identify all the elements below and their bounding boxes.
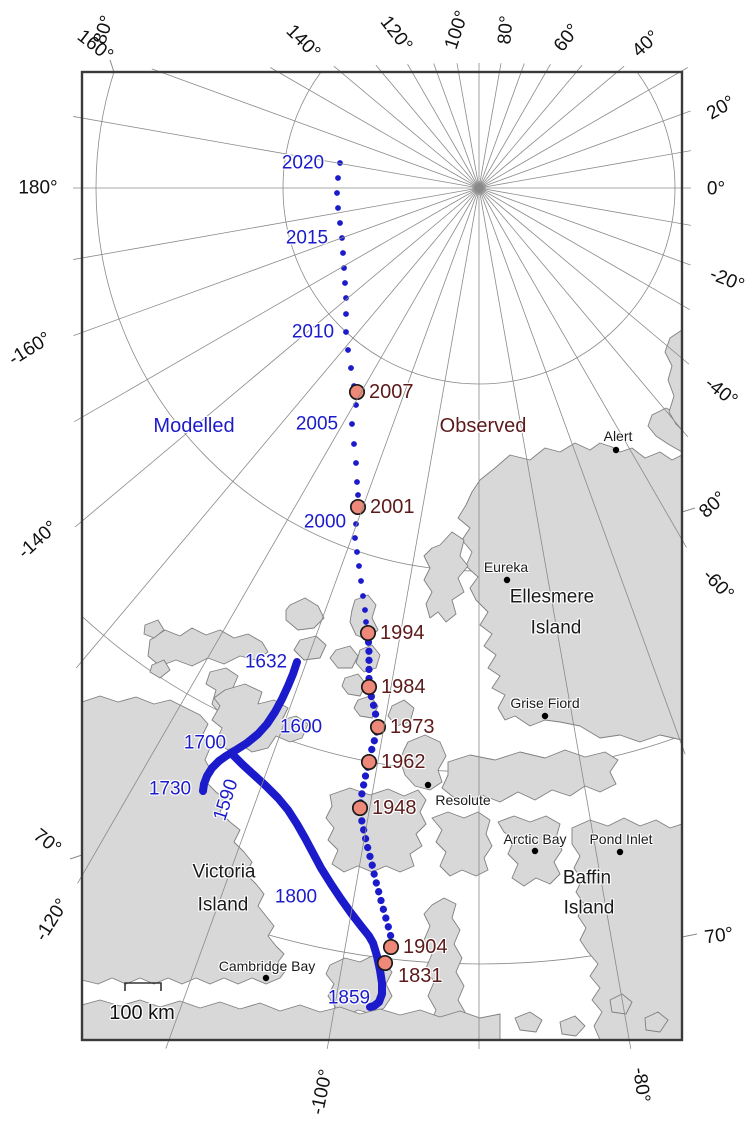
place-label: Cambridge Bay xyxy=(218,958,316,974)
observed-year-label: 1904 xyxy=(403,936,448,958)
modelled-year-label: 2010 xyxy=(291,321,335,343)
place-label: Island xyxy=(563,897,615,919)
scale-bar-label: 100 km xyxy=(109,1002,175,1024)
observed-year-label: 2007 xyxy=(369,381,414,403)
place-label: Pond Inlet xyxy=(589,831,653,847)
graticule-label: 70° xyxy=(703,923,735,949)
graticule-label: 80° xyxy=(494,14,518,46)
place-label: Island xyxy=(197,894,249,916)
place-label: Baffin xyxy=(562,867,612,889)
place-label: Ellesmere xyxy=(509,586,595,608)
modelled-year-label: 1600 xyxy=(279,716,323,738)
observed-year-label: 1948 xyxy=(372,797,417,819)
observed-year-label: 1984 xyxy=(381,676,426,698)
graticule-label: -80° xyxy=(628,1066,654,1104)
modelled-year-label: 1730 xyxy=(148,778,192,800)
modelled-year-label: 1800 xyxy=(274,886,318,908)
modelled-year-label: 2000 xyxy=(303,511,347,533)
observed-legend-label: Observed xyxy=(439,415,527,437)
place-label: Resolute xyxy=(435,792,491,808)
modelled-year-label: 2020 xyxy=(281,152,325,174)
place-label: Island xyxy=(530,617,582,639)
modelled-year-label: 2015 xyxy=(285,227,329,249)
observed-year-label: 1994 xyxy=(380,622,425,644)
modelled-year-label: 1632 xyxy=(244,651,288,673)
place-label: Arctic Bay xyxy=(503,831,567,847)
modelled-year-label: 1700 xyxy=(183,732,227,754)
observed-year-label: 1962 xyxy=(381,751,426,773)
graticule-label: 180° xyxy=(18,177,58,199)
observed-year-label: 1831 xyxy=(398,965,443,987)
modelled-year-label: 2005 xyxy=(295,413,339,435)
place-label: Eureka xyxy=(483,559,529,575)
observed-year-label: 1973 xyxy=(390,716,435,738)
place-label: Grise Fiord xyxy=(510,695,580,711)
observed-year-label: 2001 xyxy=(370,496,415,518)
place-label: Alert xyxy=(603,428,633,444)
place-label: Victoria xyxy=(192,861,256,883)
graticule-label: 0° xyxy=(706,178,726,200)
modelled-year-label: 1859 xyxy=(327,987,371,1009)
modelled-legend-label: Modelled xyxy=(153,415,235,437)
